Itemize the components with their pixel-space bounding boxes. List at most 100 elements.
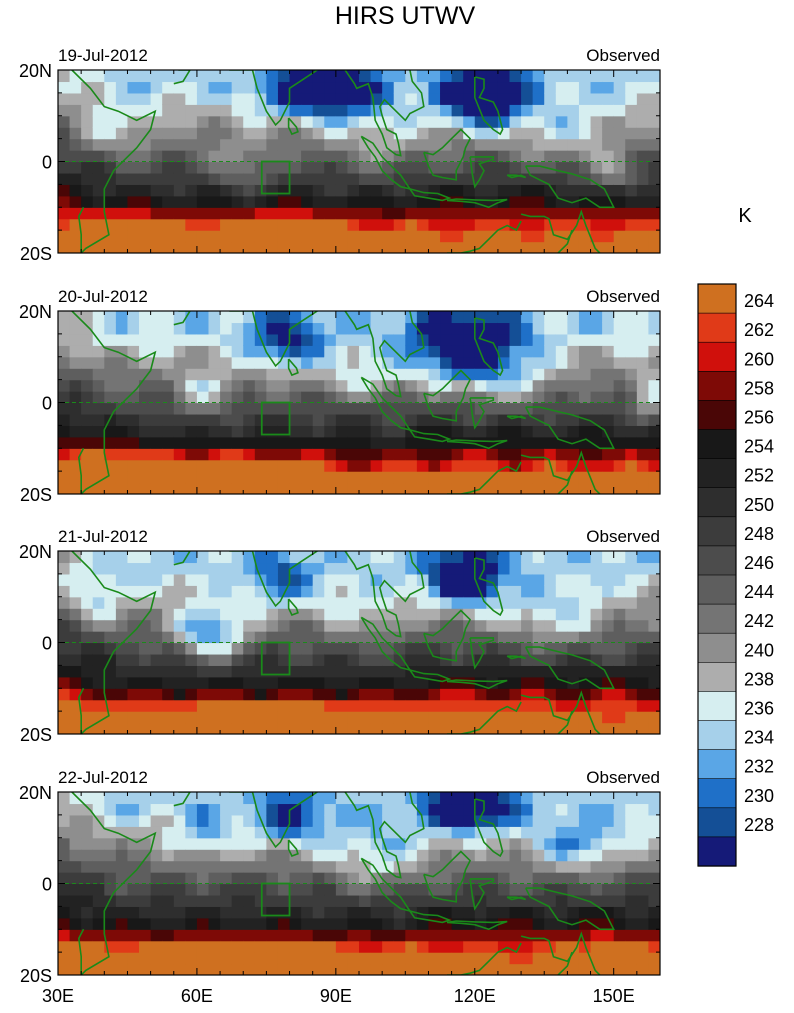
heatmap-cell <box>613 872 626 885</box>
heatmap-cell <box>220 711 233 724</box>
heatmap-cell <box>231 826 244 839</box>
heatmap-cell <box>139 596 152 609</box>
heatmap-cell <box>127 115 140 128</box>
heatmap-cell <box>150 872 163 885</box>
heatmap-cell <box>150 471 163 484</box>
heatmap-cell <box>636 883 650 896</box>
heatmap-cell <box>104 448 117 461</box>
heatmap-cell <box>486 596 499 609</box>
heatmap-cell <box>301 573 314 586</box>
heatmap-cell <box>231 230 244 243</box>
heatmap-cell <box>162 448 175 461</box>
heatmap-cell <box>243 676 256 689</box>
heatmap-cell <box>405 92 418 105</box>
heatmap-cell <box>254 952 267 965</box>
heatmap-cell <box>196 699 210 712</box>
heatmap-cell <box>405 608 418 621</box>
heatmap-cell <box>393 471 406 484</box>
heatmap-cell <box>567 963 580 975</box>
heatmap-cell <box>613 333 626 346</box>
heatmap-cell <box>312 333 325 346</box>
heatmap-cell <box>509 161 522 174</box>
heatmap-cell <box>359 940 372 953</box>
heatmap-cell <box>521 653 534 666</box>
heatmap-cell <box>590 218 603 231</box>
heatmap-cell <box>590 722 603 734</box>
heatmap-cell <box>532 837 545 850</box>
heatmap-cell <box>196 676 210 689</box>
heatmap-cell <box>602 172 615 185</box>
heatmap-cell <box>382 311 395 324</box>
heatmap-cell <box>312 906 325 919</box>
heatmap-cell <box>347 333 360 346</box>
heatmap-cell <box>81 402 94 415</box>
heatmap-cell <box>104 688 117 701</box>
heatmap-cell <box>532 345 545 358</box>
heatmap-cell <box>440 81 453 94</box>
heatmap-cell <box>150 436 163 449</box>
heatmap-cell <box>544 115 557 128</box>
heatmap-cell <box>382 917 395 930</box>
colorbar-label: 258 <box>744 378 774 398</box>
heatmap-cell <box>81 81 94 94</box>
heatmap-cell <box>555 379 568 392</box>
heatmap-cell <box>405 963 418 975</box>
heatmap-cell <box>162 218 175 231</box>
heatmap-cell <box>139 826 152 839</box>
heatmap-cell <box>150 391 163 404</box>
heatmap-cell <box>393 860 406 873</box>
heatmap-cell <box>463 929 476 942</box>
heatmap-cell <box>602 562 615 575</box>
heatmap-cell <box>347 218 360 231</box>
heatmap-cell <box>625 70 638 83</box>
heatmap-cell <box>81 368 94 381</box>
heatmap-cell <box>648 230 660 243</box>
heatmap-cell <box>648 172 660 185</box>
heatmap-cell <box>127 562 140 575</box>
heatmap-cell <box>243 161 256 174</box>
heatmap-cell <box>636 585 650 598</box>
heatmap-cell <box>69 711 82 724</box>
heatmap-cell <box>405 894 418 907</box>
heatmap-cell <box>590 471 603 484</box>
heatmap-cell <box>312 413 325 426</box>
heatmap-cell <box>208 814 221 827</box>
heatmap-cell <box>289 894 302 907</box>
heatmap-cell <box>196 940 210 953</box>
heatmap-cell <box>382 608 395 621</box>
heatmap-cell <box>324 665 337 678</box>
heatmap-cell <box>567 81 580 94</box>
heatmap-cell <box>636 906 650 919</box>
heatmap-cell <box>162 849 175 862</box>
heatmap-cell <box>208 906 221 919</box>
heatmap-cell <box>127 573 140 586</box>
heatmap-cell <box>301 826 314 839</box>
heatmap-cell <box>625 482 638 494</box>
colorbar-label: 254 <box>744 437 774 457</box>
heatmap-cell <box>69 551 82 564</box>
heatmap-cell <box>289 402 302 415</box>
heatmap-cell <box>463 92 476 105</box>
heatmap-cell <box>497 471 511 484</box>
heatmap-cell <box>648 894 660 907</box>
heatmap-cell <box>625 379 638 392</box>
heatmap-cell <box>277 379 291 392</box>
heatmap-cell <box>173 195 186 208</box>
heatmap-cell <box>92 906 105 919</box>
heatmap-cell <box>301 241 314 253</box>
heatmap-cell <box>613 883 626 896</box>
heatmap-cell <box>185 676 198 689</box>
heatmap-cell <box>509 906 522 919</box>
heatmap-cell <box>532 803 545 816</box>
heatmap-cell <box>335 803 349 816</box>
heatmap-cell <box>613 642 626 655</box>
heatmap-cell <box>636 150 650 163</box>
heatmap-cell <box>613 906 626 919</box>
heatmap-cell <box>602 722 615 734</box>
heatmap-cell <box>463 837 476 850</box>
heatmap-cell <box>382 402 395 415</box>
heatmap-cell <box>208 929 221 942</box>
heatmap-cell <box>625 322 638 335</box>
heatmap-cell <box>474 551 487 564</box>
heatmap-cell <box>497 665 511 678</box>
